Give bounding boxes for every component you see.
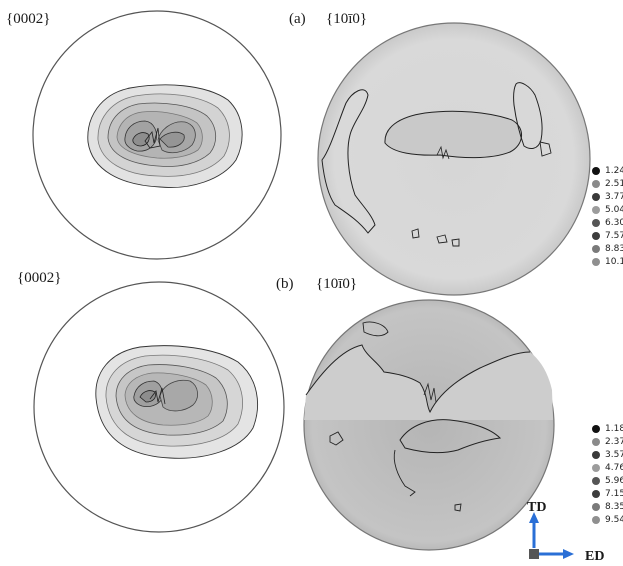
legend-b-swatch bbox=[592, 425, 600, 433]
legend-b-swatch bbox=[592, 503, 600, 511]
legend-b-value: 4.76 bbox=[605, 463, 623, 473]
legend-a: 1.24 2.51 3.77 5.04 6.30 7.57 8.83 10.10 bbox=[592, 165, 623, 269]
legend-b-value: 7.15 bbox=[605, 489, 623, 499]
legend-a-value: 7.57 bbox=[605, 231, 623, 241]
legend-b-entry: 2.37 bbox=[592, 436, 623, 448]
legend-b-swatch bbox=[592, 477, 600, 485]
legend-b-value: 8.35 bbox=[605, 502, 623, 512]
legend-b-value: 2.37 bbox=[605, 437, 623, 447]
legend-a-value: 10.10 bbox=[605, 257, 623, 267]
legend-a-entry: 8.83 bbox=[592, 243, 623, 255]
legend-b-swatch bbox=[592, 490, 600, 498]
legend-b-value: 5.96 bbox=[605, 476, 623, 486]
legend-a-entry: 1.24 bbox=[592, 165, 623, 177]
legend-a-swatch bbox=[592, 206, 600, 214]
legend-b-swatch bbox=[592, 451, 600, 459]
legend-a-value: 1.24 bbox=[605, 166, 623, 176]
legend-b-entry: 7.15 bbox=[592, 488, 623, 500]
legend-a-entry: 5.04 bbox=[592, 204, 623, 216]
legend-a-value: 2.51 bbox=[605, 179, 623, 189]
legend-b-value: 1.18 bbox=[605, 424, 623, 434]
pole-figure-a-1010 bbox=[317, 22, 591, 296]
legend-a-entry: 2.51 bbox=[592, 178, 623, 190]
legend-a-swatch bbox=[592, 180, 600, 188]
legend-a-value: 8.83 bbox=[605, 244, 623, 254]
legend-a-entry: 7.57 bbox=[592, 230, 623, 242]
legend-a-entry: 10.10 bbox=[592, 256, 623, 268]
axis-label-ed: ED bbox=[585, 549, 605, 564]
legend-b-swatch bbox=[592, 438, 600, 446]
legend-a-value: 5.04 bbox=[605, 205, 623, 215]
legend-b-entry: 8.35 bbox=[592, 501, 623, 513]
pole-figure-b-right-title: {10ī0} bbox=[316, 276, 358, 292]
legend-b-entry: 9.54 bbox=[592, 514, 623, 526]
pole-figure-a-0002 bbox=[32, 10, 282, 260]
axis-label-td: TD bbox=[527, 500, 547, 515]
legend-a-swatch bbox=[592, 167, 600, 175]
legend-b-entry: 4.76 bbox=[592, 462, 623, 474]
legend-b: 1.18 2.37 3.57 4.76 5.96 7.15 8.35 9.54 bbox=[592, 423, 623, 527]
legend-a-value: 6.30 bbox=[605, 218, 623, 228]
legend-a-swatch bbox=[592, 232, 600, 240]
legend-b-value: 9.54 bbox=[605, 515, 623, 525]
pole-figure-a-right-title: {10ī0} bbox=[326, 11, 368, 27]
legend-a-swatch bbox=[592, 219, 600, 227]
legend-a-entry: 6.30 bbox=[592, 217, 623, 229]
legend-a-entry: 3.77 bbox=[592, 191, 623, 203]
legend-b-entry: 1.18 bbox=[592, 423, 623, 435]
legend-b-entry: 3.57 bbox=[592, 449, 623, 461]
pole-figure-b-0002 bbox=[33, 281, 285, 533]
legend-a-swatch bbox=[592, 258, 600, 266]
legend-a-value: 3.77 bbox=[605, 192, 623, 202]
pole-figure-b-left-title: {0002} bbox=[17, 270, 62, 286]
legend-b-swatch bbox=[592, 516, 600, 524]
legend-b-swatch bbox=[592, 464, 600, 472]
panel-b-label: (b) bbox=[276, 276, 294, 292]
legend-a-swatch bbox=[592, 245, 600, 253]
legend-b-value: 3.57 bbox=[605, 450, 623, 460]
panel-a-label: (a) bbox=[289, 11, 306, 27]
td-ed-axes bbox=[529, 512, 574, 559]
pole-figure-a-left-title: {0002} bbox=[6, 11, 51, 27]
legend-b-entry: 5.96 bbox=[592, 475, 623, 487]
legend-a-swatch bbox=[592, 193, 600, 201]
pole-figure-b-1010 bbox=[303, 299, 555, 551]
